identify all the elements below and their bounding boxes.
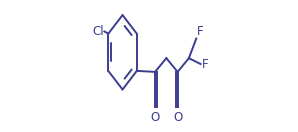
Text: Cl: Cl (92, 25, 104, 38)
Text: O: O (150, 111, 160, 124)
Text: O: O (173, 111, 182, 124)
Text: F: F (201, 58, 208, 70)
Text: F: F (197, 25, 204, 38)
